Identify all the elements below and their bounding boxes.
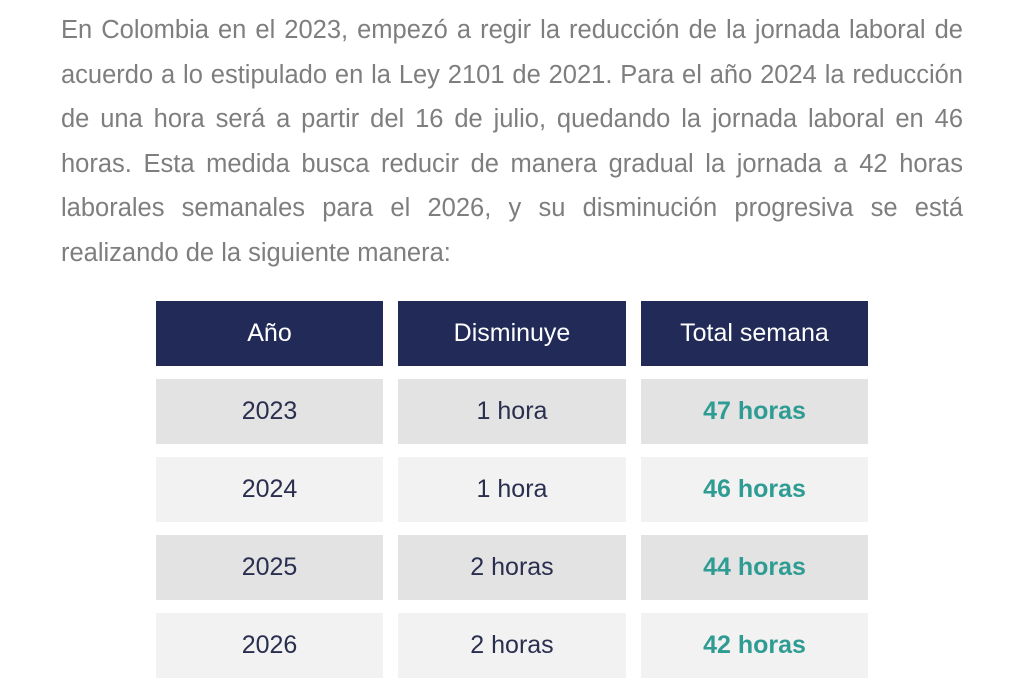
intro-paragraph: En Colombia en el 2023, empezó a regir l… xyxy=(61,16,963,267)
table-row: 2024 1 hora 46 horas xyxy=(156,457,868,522)
table-header-row: Año Disminuye Total semana xyxy=(156,301,868,366)
total-cell: 44 horas xyxy=(641,535,868,600)
total-cell: 47 horas xyxy=(641,379,868,444)
year-cell: 2026 xyxy=(156,613,383,678)
header-weekly-total: Total semana xyxy=(641,301,868,366)
table-body: 2023 1 hora 47 horas 2024 1 hora 46 hora… xyxy=(156,379,868,678)
year-cell: 2024 xyxy=(156,457,383,522)
decrease-cell: 1 hora xyxy=(398,379,626,444)
table-row: 2023 1 hora 47 horas xyxy=(156,379,868,444)
decrease-cell: 2 horas xyxy=(398,613,626,678)
header-decrease: Disminuye xyxy=(398,301,626,366)
year-cell: 2025 xyxy=(156,535,383,600)
table-row: 2025 2 horas 44 horas xyxy=(156,535,868,600)
table-row: 2026 2 horas 42 horas xyxy=(156,613,868,678)
decrease-cell: 1 hora xyxy=(398,457,626,522)
total-cell: 42 horas xyxy=(641,613,868,678)
total-cell: 46 horas xyxy=(641,457,868,522)
reduction-table: Año Disminuye Total semana 2023 1 hora 4… xyxy=(156,301,868,691)
decrease-cell: 2 horas xyxy=(398,535,626,600)
year-cell: 2023 xyxy=(156,379,383,444)
header-year: Año xyxy=(156,301,383,366)
